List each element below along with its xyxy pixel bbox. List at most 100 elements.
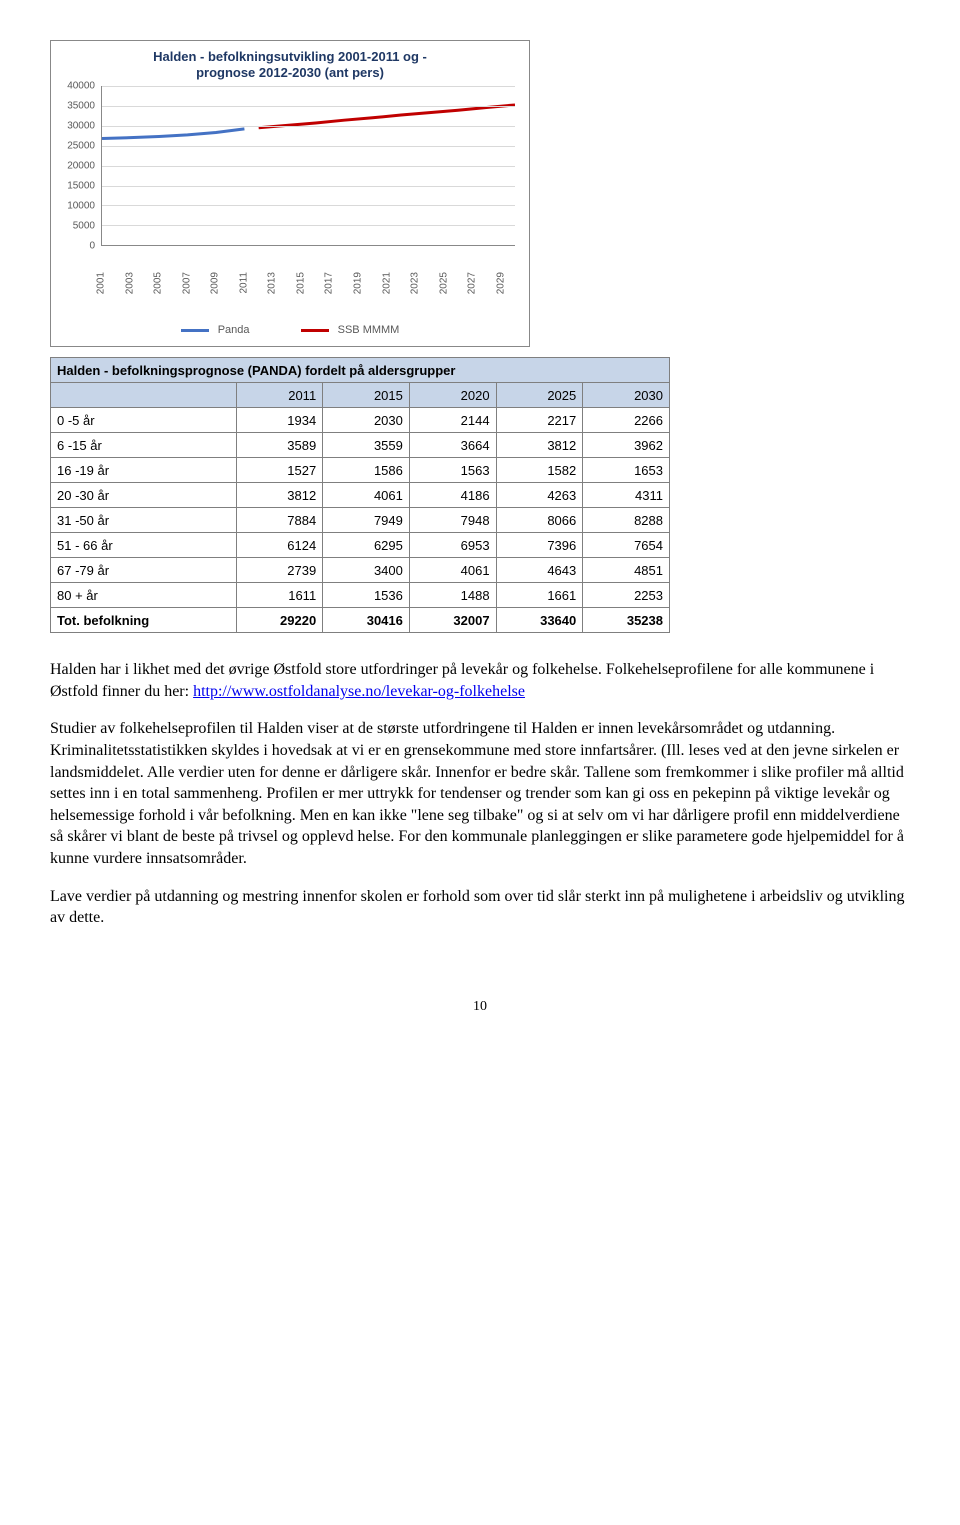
table-cell: 1661 xyxy=(496,583,583,608)
gridline xyxy=(102,186,515,187)
row-label: 20 -30 år xyxy=(51,483,237,508)
series-line xyxy=(102,129,244,139)
row-label: 31 -50 år xyxy=(51,508,237,533)
table-cell: 1582 xyxy=(496,458,583,483)
table-cell: 4311 xyxy=(583,483,670,508)
table-column-header: 2025 xyxy=(496,383,583,408)
table-cell: 2030 xyxy=(323,408,410,433)
legend-swatch-panda xyxy=(181,329,209,332)
table-cell: 6295 xyxy=(323,533,410,558)
table-row: 0 -5 år19342030214422172266 xyxy=(51,408,670,433)
table-cell: 7948 xyxy=(409,508,496,533)
table-cell: 8288 xyxy=(583,508,670,533)
page-number: 10 xyxy=(50,999,910,1015)
table-column-header: 2011 xyxy=(236,383,323,408)
table-column-header: 2020 xyxy=(409,383,496,408)
table-row: 67 -79 år27393400406146434851 xyxy=(51,558,670,583)
table-cell: 2739 xyxy=(236,558,323,583)
table-column-header: 2030 xyxy=(583,383,670,408)
y-tick: 15000 xyxy=(67,181,95,192)
x-tick: 2011 xyxy=(238,272,249,294)
row-label: 6 -15 år xyxy=(51,433,237,458)
table-column-header: 2015 xyxy=(323,383,410,408)
table-cell: 1653 xyxy=(583,458,670,483)
legend-swatch-ssb xyxy=(301,329,329,332)
table-cell: 2253 xyxy=(583,583,670,608)
table-cell: 3664 xyxy=(409,433,496,458)
prognosis-table: Halden - befolkningsprognose (PANDA) for… xyxy=(50,357,670,633)
x-tick: 2003 xyxy=(124,272,135,294)
prognosis-table-container: Halden - befolkningsprognose (PANDA) for… xyxy=(50,357,670,633)
y-tick: 30000 xyxy=(67,121,95,132)
y-tick: 10000 xyxy=(67,201,95,212)
table-row: 31 -50 år78847949794880668288 xyxy=(51,508,670,533)
paragraph-1b: Studier av folkehelseprofilen til Halden… xyxy=(50,718,910,869)
table-cell: 7654 xyxy=(583,533,670,558)
x-tick: 2009 xyxy=(210,272,221,294)
table-header-blank xyxy=(51,383,237,408)
gridline xyxy=(102,225,515,226)
series-line xyxy=(259,105,515,128)
gridline xyxy=(102,146,515,147)
table-row: 6 -15 år35893559366438123962 xyxy=(51,433,670,458)
table-cell: 1611 xyxy=(236,583,323,608)
table-row: 20 -30 år38124061418642634311 xyxy=(51,483,670,508)
plot-area xyxy=(101,86,515,246)
table-cell: 4263 xyxy=(496,483,583,508)
table-cell: 8066 xyxy=(496,508,583,533)
table-row: 51 - 66 år61246295695373967654 xyxy=(51,533,670,558)
chart-title: Halden - befolkningsutvikling 2001-2011 … xyxy=(59,49,521,80)
table-cell: 4186 xyxy=(409,483,496,508)
row-label: Tot. befolkning xyxy=(51,608,237,633)
table-title: Halden - befolkningsprognose (PANDA) for… xyxy=(51,358,670,383)
table-cell: 7396 xyxy=(496,533,583,558)
y-tick: 0 xyxy=(89,241,95,252)
table-cell: 3962 xyxy=(583,433,670,458)
x-axis: 2001200320052007200920112013201520172019… xyxy=(101,268,515,328)
table-cell: 29220 xyxy=(236,608,323,633)
x-tick: 2017 xyxy=(324,272,335,294)
row-label: 0 -5 år xyxy=(51,408,237,433)
x-tick: 2019 xyxy=(352,272,363,294)
population-chart: Halden - befolkningsutvikling 2001-2011 … xyxy=(50,40,530,347)
row-label: 80 + år xyxy=(51,583,237,608)
table-cell: 2144 xyxy=(409,408,496,433)
table-cell: 3812 xyxy=(236,483,323,508)
gridline xyxy=(102,106,515,107)
table-cell: 7949 xyxy=(323,508,410,533)
table-cell: 4061 xyxy=(409,558,496,583)
row-label: 67 -79 år xyxy=(51,558,237,583)
gridline xyxy=(102,86,515,87)
table-cell: 4643 xyxy=(496,558,583,583)
chart-title-line2: prognose 2012-2030 (ant pers) xyxy=(196,65,384,80)
table-cell: 6124 xyxy=(236,533,323,558)
link-ostfoldanalyse[interactable]: http://www.ostfoldanalyse.no/levekar-og-… xyxy=(193,683,525,700)
table-cell: 1527 xyxy=(236,458,323,483)
table-cell: 3400 xyxy=(323,558,410,583)
table-header-row: 20112015202020252030 xyxy=(51,383,670,408)
gridline xyxy=(102,166,515,167)
y-tick: 35000 xyxy=(67,101,95,112)
table-cell: 4851 xyxy=(583,558,670,583)
table-cell: 6953 xyxy=(409,533,496,558)
table-cell: 1563 xyxy=(409,458,496,483)
y-tick: 5000 xyxy=(73,221,95,232)
y-tick: 25000 xyxy=(67,141,95,152)
x-tick: 2025 xyxy=(438,272,449,294)
row-label: 16 -19 år xyxy=(51,458,237,483)
gridline xyxy=(102,126,515,127)
x-tick: 2023 xyxy=(410,272,421,294)
table-cell: 3559 xyxy=(323,433,410,458)
row-label: 51 - 66 år xyxy=(51,533,237,558)
table-cell: 1586 xyxy=(323,458,410,483)
table-cell: 7884 xyxy=(236,508,323,533)
x-tick: 2007 xyxy=(181,272,192,294)
paragraph-1a: Halden har i likhet med det øvrige Østfo… xyxy=(50,659,910,702)
table-row: 16 -19 år15271586156315821653 xyxy=(51,458,670,483)
y-axis: 0500010000150002000025000300003500040000 xyxy=(59,86,97,246)
table-cell: 35238 xyxy=(583,608,670,633)
table-cell: 3589 xyxy=(236,433,323,458)
y-tick: 40000 xyxy=(67,81,95,92)
table-cell: 1536 xyxy=(323,583,410,608)
x-tick: 2015 xyxy=(295,272,306,294)
